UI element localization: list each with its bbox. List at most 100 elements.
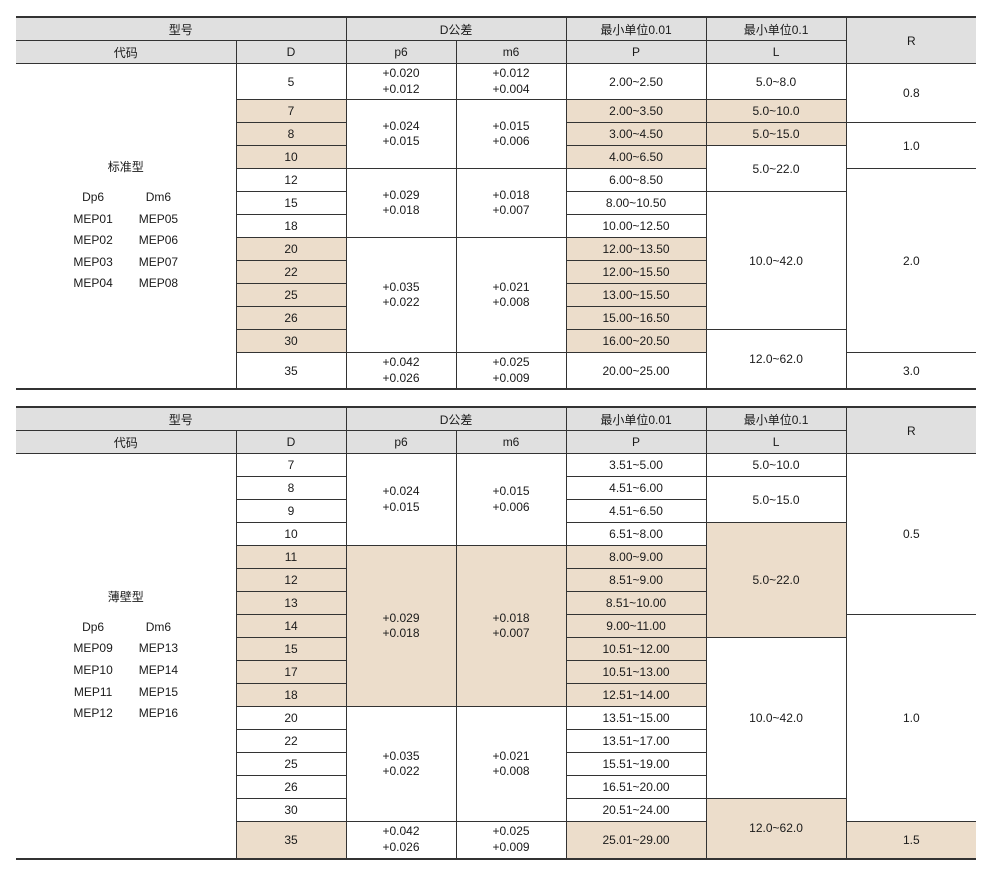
cell-L: 5.0~8.0 <box>706 64 846 100</box>
cell-L: 5.0~10.0 <box>706 100 846 123</box>
cell-P: 12.00~15.50 <box>566 261 706 284</box>
code: MEP16 <box>139 703 178 725</box>
hdr-R: R <box>846 17 976 64</box>
cell-P: 3.51~5.00 <box>566 454 706 477</box>
cell-D: 17 <box>236 661 346 684</box>
cell-P: 20.51~24.00 <box>566 799 706 822</box>
cell-L: 5.0~10.0 <box>706 454 846 477</box>
cell-p6: +0.042+0.026 <box>346 822 456 859</box>
cell-R: 1.0 <box>846 123 976 169</box>
cell-R: 0.5 <box>846 454 976 615</box>
cell-D: 35 <box>236 353 346 390</box>
code: MEP09 <box>73 638 112 660</box>
cell-R: 0.8 <box>846 64 976 123</box>
cell-P: 8.00~9.00 <box>566 546 706 569</box>
cell-D: 20 <box>236 238 346 261</box>
cell-P: 16.51~20.00 <box>566 776 706 799</box>
label-dm6: Dm6 <box>139 617 178 639</box>
cell-m6: +0.018+0.007 <box>456 169 566 238</box>
cell-D: 12 <box>236 569 346 592</box>
cell-P: 13.00~15.50 <box>566 284 706 307</box>
spec-table-thinwall: 型号 D公差 最小单位0.01 最小单位0.1 R 代码 D p6 m6 P L… <box>16 406 976 859</box>
hdr-D: D <box>236 431 346 454</box>
cell-P: 4.00~6.50 <box>566 146 706 169</box>
code: MEP11 <box>73 682 112 704</box>
cell-D: 26 <box>236 307 346 330</box>
code: MEP08 <box>139 273 178 295</box>
cell-D: 14 <box>236 615 346 638</box>
cell-P: 6.00~8.50 <box>566 169 706 192</box>
cell-L: 5.0~22.0 <box>706 523 846 638</box>
cell-L: 10.0~42.0 <box>706 638 846 799</box>
cell-p6: +0.035+0.022 <box>346 238 456 353</box>
cell-D: 35 <box>236 822 346 859</box>
cell-m6: +0.025+0.009 <box>456 822 566 859</box>
cell-P: 16.00~20.50 <box>566 330 706 353</box>
hdr-model: 型号 <box>16 407 346 431</box>
cell-R: 1.5 <box>846 822 976 859</box>
code: MEP15 <box>139 682 178 704</box>
code: MEP01 <box>73 209 112 231</box>
model-code-grid: Dp6 Dm6 MEP09 MEP13 MEP10 MEP14 MEP11 ME… <box>73 617 178 725</box>
cell-P: 2.00~2.50 <box>566 64 706 100</box>
cell-m6: +0.015+0.006 <box>456 454 566 546</box>
cell-D: 8 <box>236 123 346 146</box>
cell-m6: +0.015+0.006 <box>456 100 566 169</box>
hdr-p6: p6 <box>346 41 456 64</box>
cell-L: 5.0~15.0 <box>706 123 846 146</box>
cell-P: 10.51~12.00 <box>566 638 706 661</box>
label-dm6: Dm6 <box>139 187 178 209</box>
cell-P: 13.51~17.00 <box>566 730 706 753</box>
cell-p6: +0.024+0.015 <box>346 454 456 546</box>
code: MEP02 <box>73 230 112 252</box>
cell-P: 20.00~25.00 <box>566 353 706 390</box>
cell-m6: +0.018+0.007 <box>456 546 566 707</box>
cell-P: 25.01~29.00 <box>566 822 706 859</box>
label-dp6: Dp6 <box>73 617 112 639</box>
cell-P: 15.00~16.50 <box>566 307 706 330</box>
cell-P: 12.51~14.00 <box>566 684 706 707</box>
cell-P: 4.51~6.00 <box>566 477 706 500</box>
hdr-model: 型号 <box>16 17 346 41</box>
code: MEP03 <box>73 252 112 274</box>
cell-D: 22 <box>236 261 346 284</box>
cell-D: 12 <box>236 169 346 192</box>
cell-p6: +0.029+0.018 <box>346 546 456 707</box>
cell-D: 9 <box>236 500 346 523</box>
hdr-code: 代码 <box>16 431 236 454</box>
cell-m6: +0.025+0.009 <box>456 353 566 390</box>
cell-L: 5.0~22.0 <box>706 146 846 192</box>
cell-P: 15.51~19.00 <box>566 753 706 776</box>
hdr-L: L <box>706 41 846 64</box>
cell-P: 6.51~8.00 <box>566 523 706 546</box>
cell-R: 2.0 <box>846 169 976 353</box>
code: MEP04 <box>73 273 112 295</box>
code: MEP14 <box>139 660 178 682</box>
cell-p6: +0.035+0.022 <box>346 707 456 822</box>
cell-D: 11 <box>236 546 346 569</box>
cell-D: 10 <box>236 146 346 169</box>
hdr-P: P <box>566 431 706 454</box>
code: MEP06 <box>139 230 178 252</box>
cell-m6: +0.012+0.004 <box>456 64 566 100</box>
code: MEP12 <box>73 703 112 725</box>
model-cell-thinwall: 薄壁型 Dp6 Dm6 MEP09 MEP13 MEP10 MEP14 MEP1… <box>16 454 236 859</box>
label-dp6: Dp6 <box>73 187 112 209</box>
cell-P: 8.51~9.00 <box>566 569 706 592</box>
cell-D: 30 <box>236 330 346 353</box>
hdr-min001: 最小单位0.01 <box>566 17 706 41</box>
cell-P: 8.00~10.50 <box>566 192 706 215</box>
cell-D: 25 <box>236 753 346 776</box>
cell-P: 3.00~4.50 <box>566 123 706 146</box>
cell-L: 12.0~62.0 <box>706 330 846 390</box>
cell-P: 12.00~13.50 <box>566 238 706 261</box>
model-cell-standard: 标准型 Dp6 Dm6 MEP01 MEP05 MEP02 MEP06 MEP0… <box>16 64 236 390</box>
cell-P: 10.00~12.50 <box>566 215 706 238</box>
hdr-R: R <box>846 407 976 454</box>
model-code-grid: Dp6 Dm6 MEP01 MEP05 MEP02 MEP06 MEP03 ME… <box>73 187 178 295</box>
cell-P: 8.51~10.00 <box>566 592 706 615</box>
hdr-min01: 最小单位0.1 <box>706 407 846 431</box>
cell-P: 4.51~6.50 <box>566 500 706 523</box>
cell-L: 10.0~42.0 <box>706 192 846 330</box>
code: MEP10 <box>73 660 112 682</box>
